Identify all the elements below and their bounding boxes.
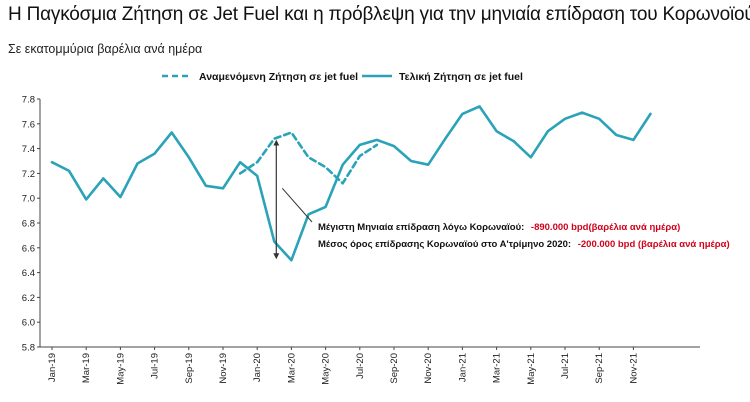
x-tick-label: Nov-21 [628,353,639,384]
annotation-max-impact-label: Μέγιστη Μηνιαία επίδραση λόγω Κορωναϊού: [318,222,524,233]
chart-axes [37,98,700,350]
impact-arrows [273,139,313,260]
series-line-actual [50,105,652,262]
x-tick-label: Sep-21 [594,353,605,384]
legend-label-expected: Αναμενόμενη Ζήτηση σε jet fuel [199,71,358,83]
chart-subtitle: Σε εκατομμύρια βαρέλια ανά ημέρα [8,42,203,56]
annotation-avg-impact-value: -200.000 bpd (βαρέλια ανά ημέρα) [578,239,730,250]
y-tick-label: 7.8 [22,95,35,106]
x-tick-label: May-19 [115,353,126,385]
x-tick-labels: Jan-19 Mar-19 May-19 Jul-19 Sep-19 Nov-19 Jan-… [47,353,639,385]
x-tick-label: Nov-19 [218,353,229,384]
annotation-avg-impact-label: Μέσος όρος επίδρασης Κορωναϊού στο Α'τρί… [318,239,571,250]
annotations: Μέγιστη Μηνιαία επίδραση λόγω Κορωναϊού:… [318,222,730,250]
y-tick-label: 6.4 [22,268,35,279]
x-tick-label: Jan-21 [457,353,468,382]
annotation-max-impact: Μέγιστη Μηνιαία επίδραση λόγω Κορωναϊού:… [318,222,680,233]
chart-title: Η Παγκόσμια Ζήτηση σε Jet Fuel και η πρό… [8,4,750,25]
annotation-avg-impact: Μέσος όρος επίδρασης Κορωναϊού στο Α'τρί… [318,239,730,250]
x-tick-label: Mar-20 [286,353,297,383]
y-tick-label: 7.2 [22,169,35,180]
y-tick-label: 5.8 [22,343,35,354]
y-tick-label: 7.0 [22,194,35,205]
x-tick-label: Mar-19 [81,353,92,383]
legend-label-actual: Τελική Ζήτηση σε jet fuel [399,71,523,83]
x-tick-label: Mar-21 [492,353,503,383]
x-tick-label: Nov-20 [423,353,434,384]
y-tick-label: 6.2 [22,293,35,304]
annotation-max-impact-value: -890.000 bpd(βαρέλια ανά ημέρα) [531,222,680,233]
series-line-expected [238,131,379,185]
x-tick-label: May-20 [321,353,332,385]
x-tick-label: Jan-19 [47,353,58,382]
y-tick-label: 6.8 [22,219,35,230]
series-lines [50,105,652,262]
y-tick-label: 6.6 [22,243,35,254]
x-tick-label: Jan-20 [252,353,263,382]
annotation-leader-line [281,187,313,223]
y-tick-labels: 5.8 6.0 6.2 6.4 6.6 6.8 7.0 7.2 7.4 7.6 7.8 [22,95,35,354]
y-tick-label: 7.4 [22,144,35,155]
x-tick-label: Jul-21 [560,353,571,379]
x-tick-label: May-21 [526,353,537,385]
x-tick-label: Sep-20 [389,353,400,384]
y-tick-label: 6.0 [22,318,35,329]
y-tick-label: 7.6 [22,119,35,130]
chart-legend: Αναμενόμενη Ζήτηση σε jet fuel Τελική Ζή… [162,71,523,83]
x-tick-label: Jul-19 [150,353,161,379]
x-tick-label: Jul-20 [355,353,366,379]
x-tick-label: Sep-19 [184,353,195,384]
